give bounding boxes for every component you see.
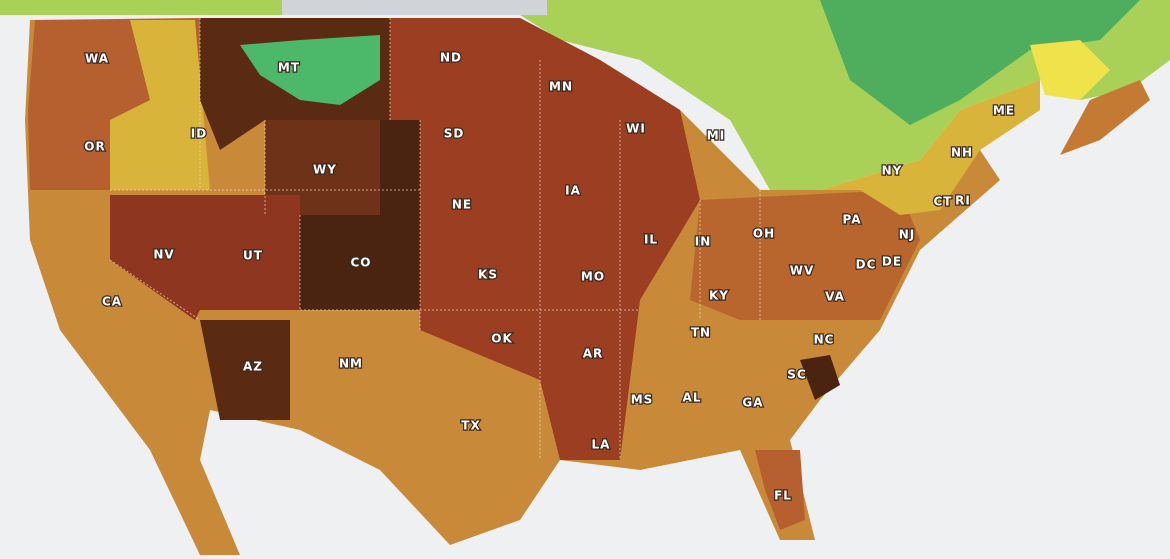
state-label: WA [85,52,109,66]
state-label: SC [787,368,806,382]
state-label: FL [774,489,792,503]
montana-green [240,35,380,105]
state-label: WY [313,163,337,177]
central-plains [390,18,700,460]
state-label: GA [742,396,763,410]
state-label: NE [452,198,472,212]
state-label: VA [825,290,845,304]
state-label: NM [339,357,363,371]
new-brunswick [1030,40,1110,100]
state-label: NH [951,146,973,160]
state-label: MS [631,393,654,407]
state-label: OR [84,140,105,154]
state-label: WV [790,264,815,278]
southwest [200,320,290,420]
state-label: KY [709,289,729,303]
state-label: IL [644,233,658,247]
state-label: ID [191,127,207,141]
state-label: AZ [243,360,263,374]
nova-scotia [1060,80,1150,155]
state-label: OK [491,332,513,346]
ohio-valley [690,190,920,320]
quebec [820,0,1140,125]
state-label: CA [102,295,122,309]
state-label: CO [350,256,371,270]
state-label: MI [707,129,725,143]
state-label: RI [955,194,971,208]
state-label: KS [478,268,498,282]
state-label: DE [882,255,902,269]
state-label: IN [695,235,712,249]
state-label: IA [565,184,581,198]
florida [755,450,805,530]
nevada-utah [110,195,300,320]
state-label: OH [753,227,775,241]
state-borders [109,18,761,460]
state-label: AR [583,347,604,361]
state-label: WI [626,122,646,136]
state-label: CT [934,195,953,209]
state-label: NC [814,333,835,347]
state-label: AL [683,391,702,405]
state-labels: WA MT ND MN OR ID SD WI MI WY NY ME NH CT RI IA NE PA NV UT… [83,49,1015,504]
south-carolina [800,355,840,400]
state-label: LA [592,438,611,452]
state-label: MT [278,61,300,75]
state-label: TN [691,326,711,340]
state-label: MN [549,80,573,94]
state-label: ME [993,104,1015,118]
northeast [820,80,1040,215]
top-panel [282,0,547,15]
state-label: MO [581,270,605,284]
state-label: TX [461,419,480,433]
state-label: DC [856,258,877,272]
state-label: ND [440,51,462,65]
idaho [110,20,210,190]
state-label: NV [153,248,174,262]
wyoming [265,120,380,215]
new-mexico [300,310,420,420]
state-label: UT [243,249,263,263]
state-label: NY [882,164,903,178]
state-label: SD [444,127,465,141]
state-label: PA [843,213,862,227]
state-label: NJ [899,228,916,242]
